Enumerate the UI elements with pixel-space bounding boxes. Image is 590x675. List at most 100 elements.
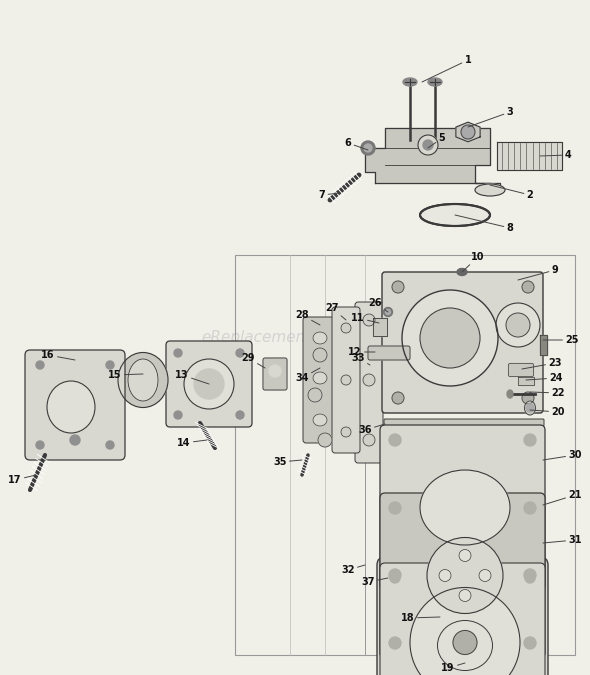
Text: 1: 1 [422, 55, 471, 82]
Text: 9: 9 [518, 265, 558, 280]
Text: 6: 6 [345, 138, 368, 150]
Circle shape [524, 434, 536, 446]
Text: 26: 26 [368, 298, 388, 312]
Circle shape [506, 313, 530, 337]
FancyBboxPatch shape [509, 364, 533, 377]
Circle shape [418, 135, 438, 155]
Polygon shape [365, 128, 500, 193]
Text: 33: 33 [351, 353, 370, 365]
Text: 31: 31 [543, 535, 582, 545]
Ellipse shape [385, 310, 391, 315]
Circle shape [526, 404, 534, 412]
Ellipse shape [507, 390, 513, 398]
Text: 19: 19 [441, 663, 465, 673]
Circle shape [364, 144, 372, 152]
Circle shape [318, 433, 332, 447]
Ellipse shape [428, 78, 442, 86]
FancyBboxPatch shape [166, 341, 252, 427]
FancyBboxPatch shape [380, 425, 545, 590]
Text: 27: 27 [325, 303, 346, 320]
Circle shape [174, 411, 182, 419]
FancyBboxPatch shape [380, 563, 545, 675]
Ellipse shape [457, 269, 467, 275]
Text: 17: 17 [8, 475, 36, 485]
Circle shape [453, 630, 477, 655]
Circle shape [36, 361, 44, 369]
Circle shape [389, 569, 401, 581]
Ellipse shape [475, 184, 505, 196]
Circle shape [363, 374, 375, 386]
Ellipse shape [438, 620, 493, 670]
Text: 20: 20 [530, 407, 565, 417]
Ellipse shape [128, 359, 158, 401]
Bar [540, 335, 547, 355]
Circle shape [389, 502, 401, 514]
Text: 34: 34 [295, 368, 320, 383]
Circle shape [420, 308, 480, 368]
Bar [497, 142, 562, 170]
Circle shape [236, 411, 244, 419]
Text: 4: 4 [540, 150, 571, 160]
Bar [235, 255, 575, 655]
Text: 16: 16 [41, 350, 75, 360]
Circle shape [524, 569, 536, 581]
Text: 21: 21 [543, 490, 582, 505]
FancyBboxPatch shape [377, 557, 548, 675]
Text: 23: 23 [522, 358, 562, 369]
Circle shape [525, 573, 535, 583]
Circle shape [423, 140, 433, 150]
Circle shape [269, 365, 281, 377]
Text: 3: 3 [468, 107, 513, 127]
Circle shape [174, 349, 182, 357]
Circle shape [341, 323, 351, 333]
Circle shape [341, 427, 351, 437]
FancyBboxPatch shape [332, 307, 360, 453]
Circle shape [479, 570, 491, 581]
Circle shape [459, 589, 471, 601]
Text: 35: 35 [273, 457, 302, 467]
Text: 8: 8 [455, 215, 513, 233]
Text: 25: 25 [543, 335, 579, 345]
Circle shape [236, 349, 244, 357]
Circle shape [522, 281, 534, 293]
Circle shape [410, 587, 520, 675]
Circle shape [427, 537, 503, 614]
FancyBboxPatch shape [380, 493, 545, 658]
Ellipse shape [420, 470, 510, 545]
Ellipse shape [403, 78, 417, 86]
Text: 22: 22 [530, 388, 565, 398]
Circle shape [459, 549, 471, 562]
FancyBboxPatch shape [368, 346, 410, 360]
Text: eReplacementParts.com: eReplacementParts.com [202, 330, 388, 345]
Text: 18: 18 [401, 613, 440, 623]
Bar [518, 377, 534, 385]
Text: 14: 14 [177, 438, 207, 448]
Text: 11: 11 [351, 313, 379, 323]
Text: 2: 2 [490, 185, 533, 200]
Circle shape [308, 388, 322, 402]
Text: 10: 10 [462, 252, 485, 272]
Circle shape [313, 348, 327, 362]
Text: 29: 29 [241, 353, 265, 368]
Circle shape [389, 434, 401, 446]
Circle shape [461, 125, 475, 139]
Circle shape [439, 570, 451, 581]
Circle shape [496, 303, 540, 347]
Text: 5: 5 [428, 133, 445, 148]
Text: 30: 30 [543, 450, 582, 460]
Circle shape [194, 369, 224, 399]
Circle shape [392, 281, 404, 293]
Text: 24: 24 [526, 373, 563, 383]
Bar [373, 318, 387, 336]
Circle shape [363, 434, 375, 446]
Polygon shape [456, 122, 480, 142]
Ellipse shape [420, 204, 490, 226]
Ellipse shape [313, 332, 327, 344]
Ellipse shape [313, 414, 327, 426]
Circle shape [522, 392, 534, 404]
Text: 15: 15 [108, 370, 143, 380]
FancyBboxPatch shape [382, 272, 543, 413]
Circle shape [106, 361, 114, 369]
Circle shape [184, 359, 234, 409]
Circle shape [524, 637, 536, 649]
